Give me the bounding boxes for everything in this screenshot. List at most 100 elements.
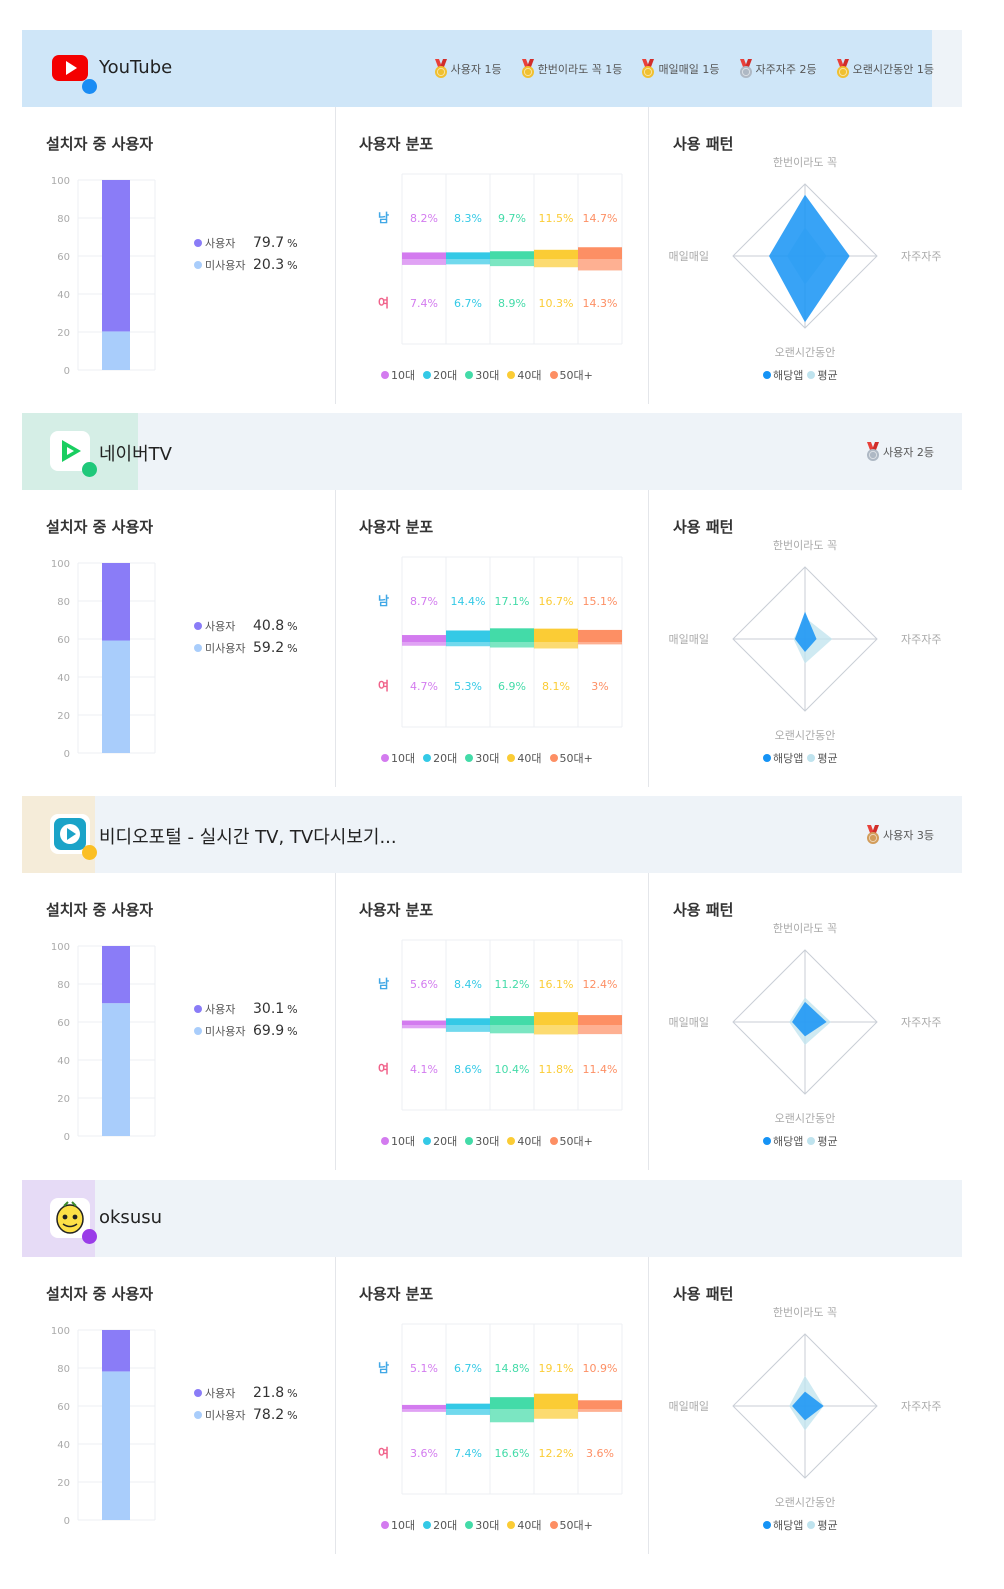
age-legend-item: 30대 <box>465 367 499 383</box>
installed-user-chart: 100 80 60 40 20 0 <box>51 942 156 1143</box>
male-bar <box>402 1020 446 1025</box>
installed-legend: 사용자 79.7% 미사용자 20.3% <box>194 232 324 276</box>
radar-legend: 해당앱 평균 <box>763 367 838 383</box>
age-legend-item: 40대 <box>507 1517 542 1533</box>
male-label: 남 <box>378 1360 389 1375</box>
distribution-panel-title: 사용자 분포 <box>359 1285 434 1303</box>
legend-dot <box>807 1137 816 1145</box>
legend-dot <box>194 1389 202 1397</box>
male-bar <box>578 629 622 642</box>
male-label: 남 <box>378 210 389 225</box>
installed-panel-title: 설치자 중 사용자 <box>46 901 154 919</box>
app-stats: 설치자 중 사용자 100 80 60 40 20 0 사용자 30.1% 미사용자 69.9% 사용… <box>22 873 962 1170</box>
award-label: 자주자주 2등 <box>755 63 817 76</box>
male-value-label: 11.5% <box>539 212 574 225</box>
award-label: 사용자 3등 <box>883 829 934 842</box>
medal-icon <box>835 59 851 79</box>
radar-axis-label: 한번이라도 꼭 <box>773 922 837 935</box>
legend-value: 40.8 <box>253 618 285 634</box>
legend-dot <box>465 1521 474 1529</box>
app-card: 네이버TV 사용자 2등 설치자 중 사용자 100 80 60 40 20 0 사용자 40.8%… <box>22 413 962 787</box>
female-value-label: 8.6% <box>454 1063 482 1076</box>
app-header[interactable]: 네이버TV 사용자 2등 <box>22 413 962 490</box>
male-bar <box>446 1403 490 1409</box>
age-label: 30대 <box>475 369 500 382</box>
legend-dot <box>507 371 516 379</box>
award-list: 사용자 1등 한번이라도 꼭 1등 매일매일 1등 자주자주 2등 오랜시간동안 1등 <box>433 59 934 79</box>
radar-axis-label: 자주자주 <box>901 1400 941 1413</box>
app-name[interactable]: 네이버TV <box>99 444 172 465</box>
legend-label: 사용자 <box>205 1003 236 1016</box>
age-legend-item: 50대+ <box>549 1517 593 1533</box>
age-label: 50대+ <box>559 369 593 382</box>
legend-label: 사용자 <box>205 620 236 633</box>
app-header[interactable]: 비디오포털 - 실시간 TV, TV다시보기... 사용자 3등 <box>22 796 962 873</box>
age-legend: 10대 20대 30대 40대 50대+ <box>381 1133 593 1149</box>
app-header[interactable]: YouTube 사용자 1등 한번이라도 꼭 1등 매일매일 1등 자주자주 2등 오랜시… <box>22 30 962 107</box>
percent-sign: % <box>287 619 298 633</box>
app-name[interactable]: 비디오포털 - 실시간 TV, TV다시보기... <box>99 827 397 848</box>
age-label: 10대 <box>391 1519 416 1532</box>
female-bar <box>578 642 622 645</box>
male-bar <box>534 628 578 642</box>
male-bar <box>578 1015 622 1025</box>
app-stats: 설치자 중 사용자 100 80 60 40 20 0 사용자 40.8% 미사용자 59.2% 사용… <box>22 490 962 787</box>
y-tick-label: 20 <box>57 711 70 722</box>
age-legend-item: 50대+ <box>549 367 593 383</box>
age-label: 50대+ <box>559 752 593 765</box>
youtube-icon[interactable] <box>50 48 90 88</box>
female-value-label: 11.4% <box>583 1063 618 1076</box>
radar-axis-label: 한번이라도 꼭 <box>773 539 837 552</box>
female-bar <box>446 259 490 265</box>
radar-legend-item: 평균 <box>807 750 838 766</box>
legend-label: 미사용자 <box>205 642 246 655</box>
age-legend-item: 10대 <box>381 367 415 383</box>
video-portal-icon[interactable] <box>50 814 90 854</box>
app-name[interactable]: YouTube <box>99 57 173 78</box>
legend-value: 69.9 <box>253 1023 285 1039</box>
medal-icon <box>520 59 536 79</box>
female-value-label: 10.4% <box>495 1063 530 1076</box>
legend-nonuser: 미사용자 20.3% <box>194 254 324 276</box>
radar-axis-label: 한번이라도 꼭 <box>773 1306 837 1319</box>
radar-axis-label: 매일매일 <box>669 249 709 263</box>
male-bar <box>578 247 622 259</box>
female-value-label: 16.6% <box>495 1447 530 1460</box>
app-name[interactable]: oksusu <box>99 1207 163 1228</box>
installed-legend: 사용자 30.1% 미사용자 69.9% <box>194 998 324 1042</box>
male-value-label: 6.7% <box>454 1362 482 1375</box>
age-legend-item: 50대+ <box>549 750 593 766</box>
male-value-label: 8.3% <box>454 212 482 225</box>
female-label: 여 <box>378 678 389 693</box>
pattern-panel-title: 사용 패턴 <box>673 518 734 536</box>
male-value-label: 12.4% <box>583 978 618 991</box>
naver-tv-icon[interactable] <box>50 431 90 471</box>
age-legend: 10대 20대 30대 40대 50대+ <box>381 750 593 766</box>
legend-dot <box>194 1005 202 1013</box>
radar-axis-label: 오랜시간동안 <box>775 729 836 742</box>
age-legend-item: 10대 <box>381 1133 415 1149</box>
male-bar <box>534 1012 578 1025</box>
male-value-label: 14.7% <box>583 212 618 225</box>
female-bar <box>402 642 446 646</box>
installed-legend: 사용자 40.8% 미사용자 59.2% <box>194 615 324 659</box>
male-value-label: 10.9% <box>583 1362 618 1375</box>
legend-dot <box>763 754 771 762</box>
y-tick-label: 20 <box>57 328 70 339</box>
oksusu-icon[interactable] <box>50 1198 90 1238</box>
app-header[interactable]: oksusu <box>22 1180 962 1257</box>
female-value-label: 8.1% <box>542 680 570 693</box>
legend-value: 21.8 <box>253 1385 285 1401</box>
y-tick-label: 40 <box>57 290 70 301</box>
female-value-label: 3.6% <box>586 1447 614 1460</box>
legend-dot <box>194 1411 202 1419</box>
age-legend-item: 20대 <box>423 1517 457 1533</box>
legend-dot <box>507 1521 516 1529</box>
radar-axis-label: 매일매일 <box>669 1399 709 1413</box>
pattern-panel-title: 사용 패턴 <box>673 1285 734 1303</box>
radar-axis-label: 오랜시간동안 <box>775 346 836 359</box>
age-label: 30대 <box>475 752 500 765</box>
radar-app-area <box>769 194 850 323</box>
y-tick-label: 100 <box>51 176 70 187</box>
female-value-label: 6.9% <box>498 680 526 693</box>
